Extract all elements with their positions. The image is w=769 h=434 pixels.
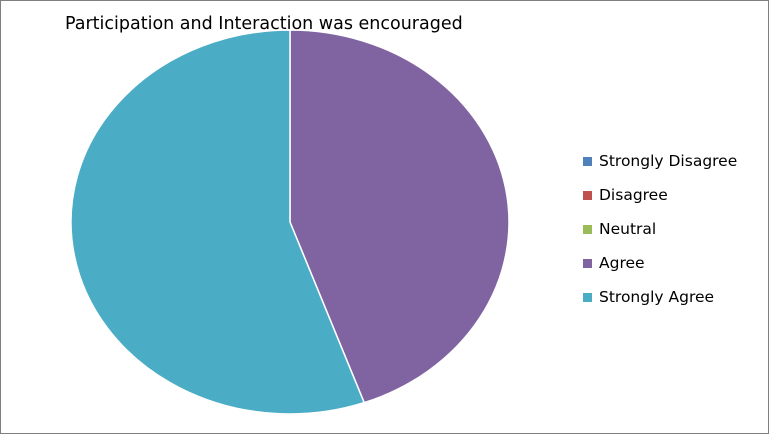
legend-label-agree: Agree — [599, 254, 645, 272]
legend: Strongly Disagree Disagree Neutral Agree… — [583, 144, 737, 314]
legend-item-strongly-disagree: Strongly Disagree — [583, 144, 737, 178]
legend-swatch-disagree — [583, 190, 592, 200]
legend-label-neutral: Neutral — [599, 220, 657, 238]
legend-swatch-strongly-disagree — [583, 156, 592, 166]
legend-item-neutral: Neutral — [583, 212, 737, 246]
legend-item-disagree: Disagree — [583, 178, 737, 212]
pie-slice-agree — [289, 29, 510, 404]
legend-item-agree: Agree — [583, 246, 737, 280]
legend-label-strongly-agree: Strongly Agree — [599, 288, 715, 306]
legend-swatch-neutral — [583, 224, 592, 234]
legend-swatch-strongly-agree — [583, 292, 592, 302]
legend-item-strongly-agree: Strongly Agree — [583, 280, 737, 314]
legend-label-disagree: Disagree — [599, 186, 668, 204]
legend-label-strongly-disagree: Strongly Disagree — [599, 152, 738, 170]
chart-title: Participation and Interaction was encour… — [65, 14, 463, 34]
legend-swatch-agree — [583, 258, 592, 268]
pie-slice-strongly-agree — [70, 29, 366, 415]
